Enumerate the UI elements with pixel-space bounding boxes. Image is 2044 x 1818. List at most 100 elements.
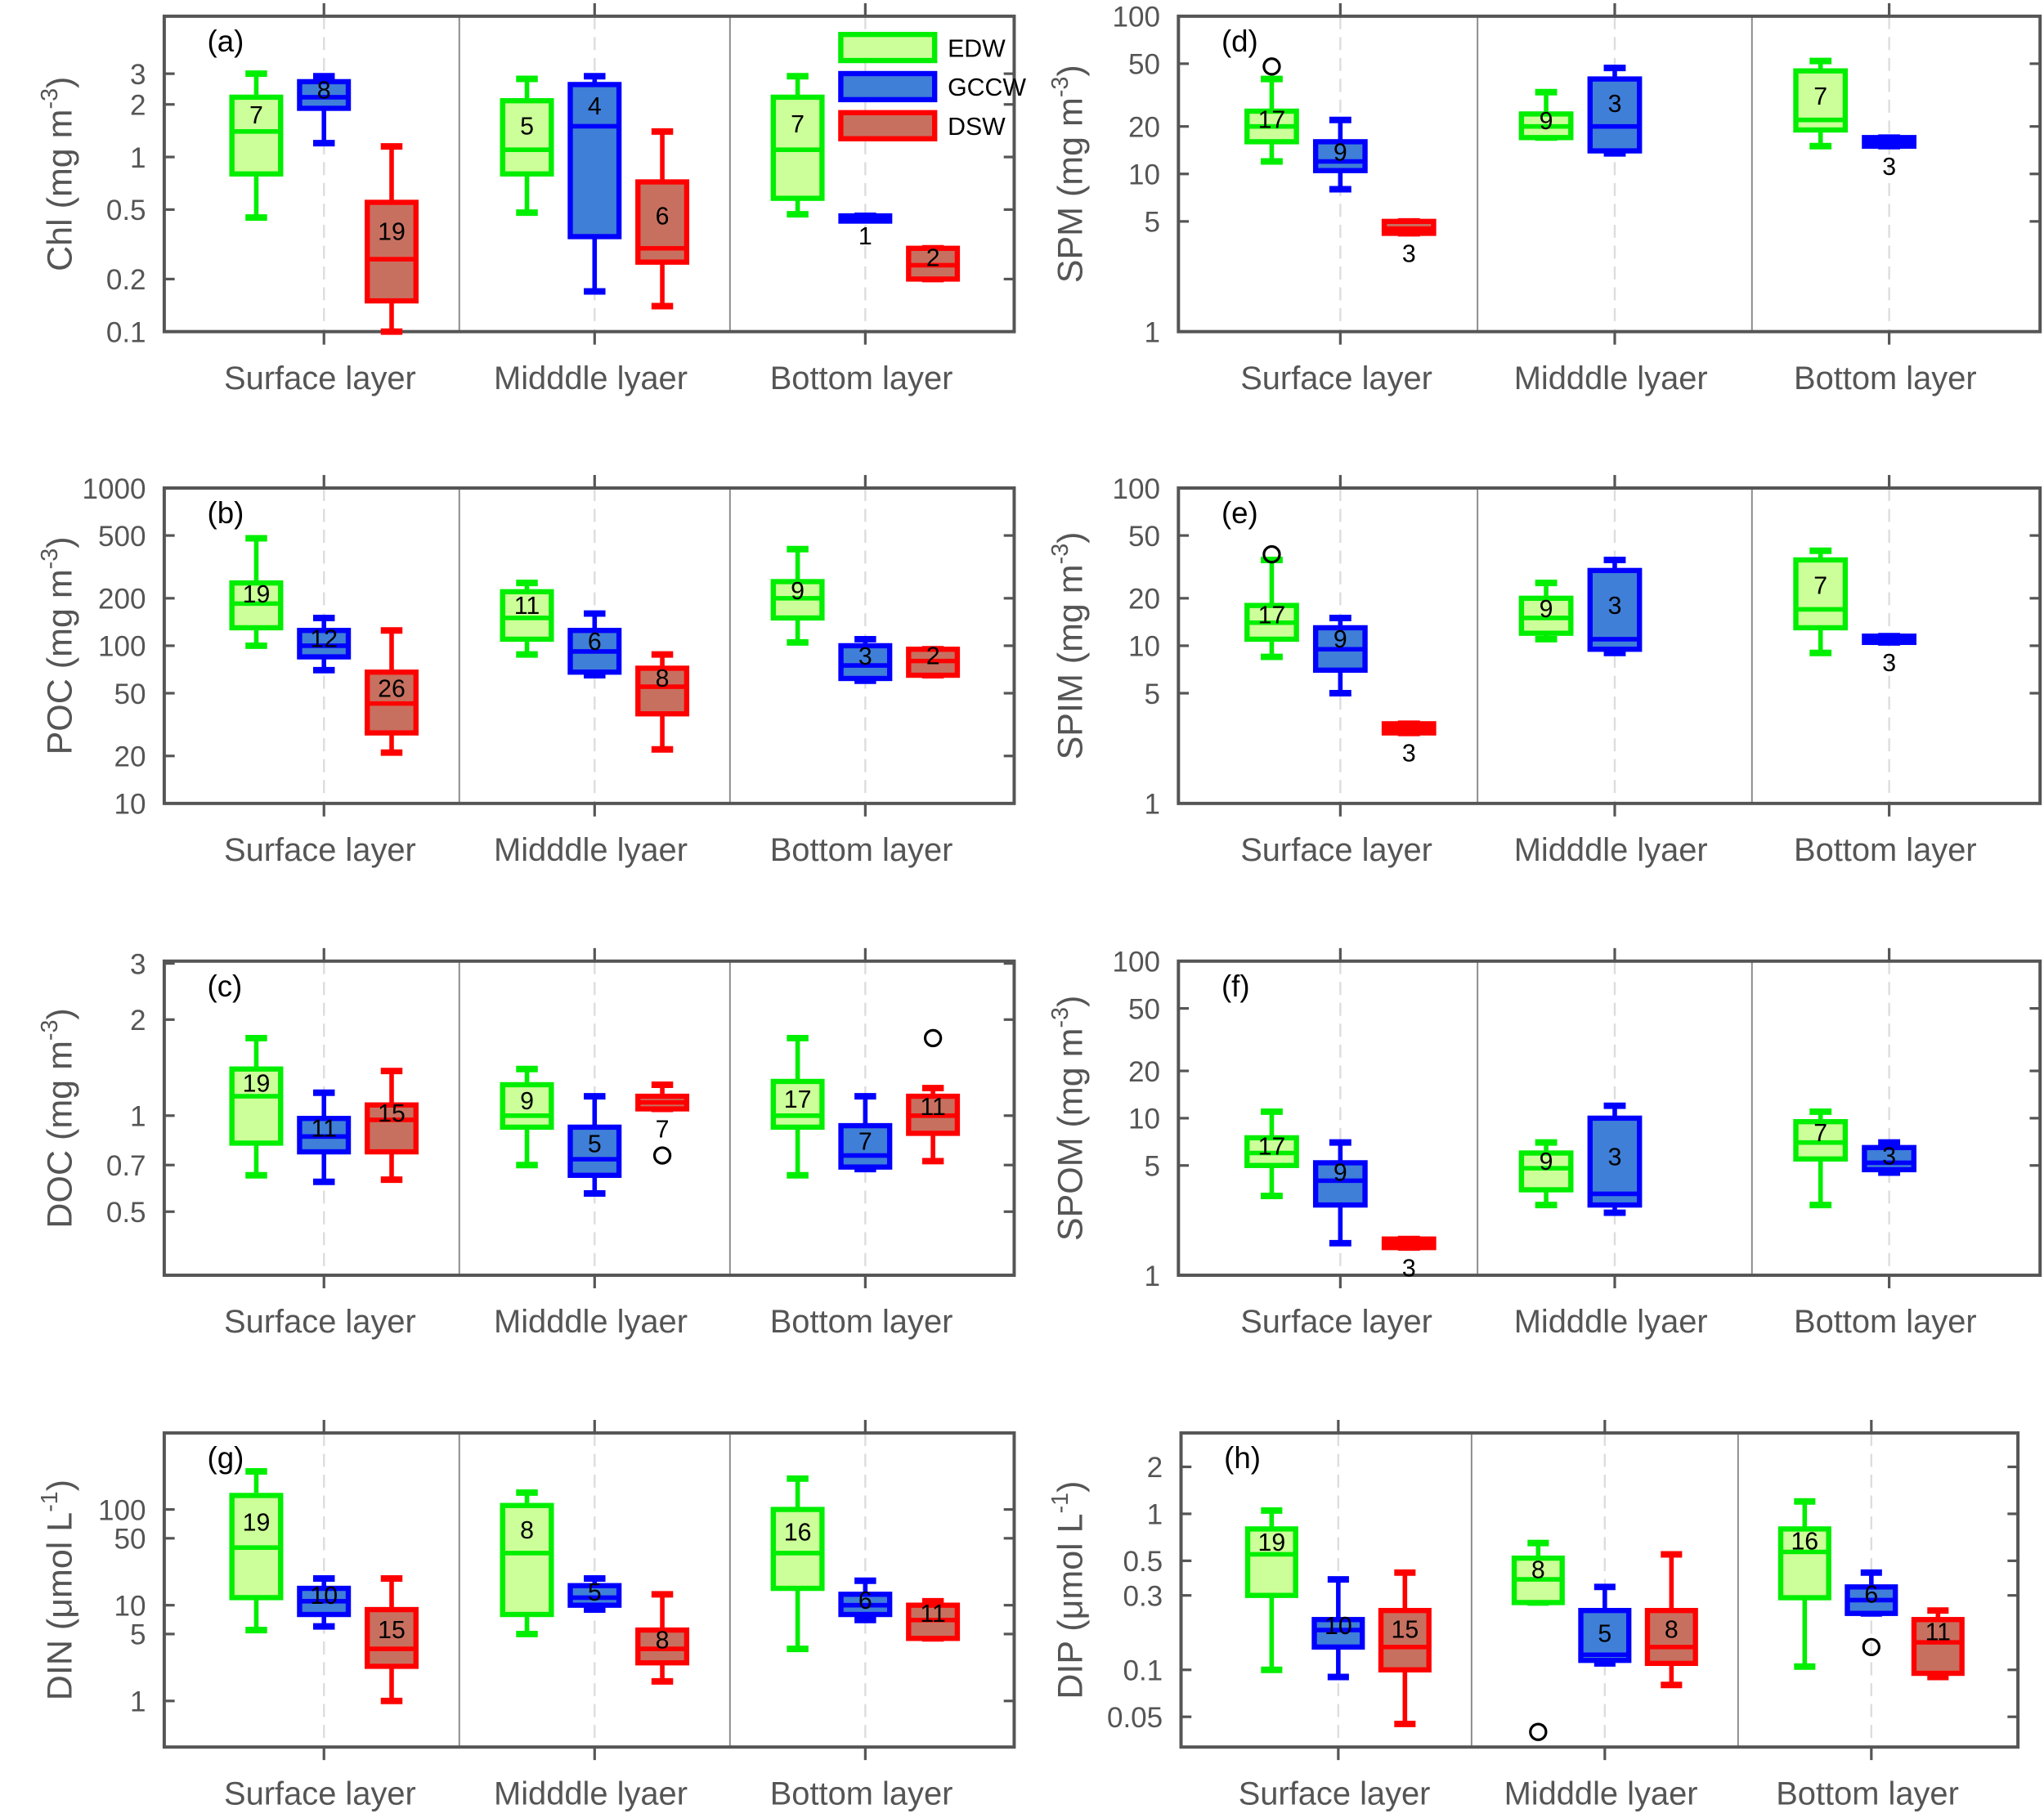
sample-count-label: 6 — [588, 629, 602, 656]
iqr-box — [1587, 76, 1643, 154]
iqr-box — [1911, 1617, 1965, 1677]
y-tick-label: 5 — [130, 1619, 146, 1651]
x-category-label: Bottom layer — [1794, 832, 1977, 868]
box-dsw-1: 3 — [1381, 217, 1437, 268]
x-category-label: Midddle lyaer — [494, 360, 688, 396]
box-edw-1: 19 — [1244, 1507, 1298, 1673]
box-gccw-1: 11 — [297, 1089, 352, 1185]
panel-letter: (a) — [208, 25, 244, 58]
y-axis-label-base: SPM (mg m — [1051, 97, 1090, 283]
box-edw-2: 9 — [1518, 88, 1574, 141]
legend-swatch-dsw — [838, 110, 938, 141]
legend-label-dsw: DSW — [948, 114, 1006, 141]
sample-count-label: 17 — [1258, 1133, 1286, 1160]
x-category-label: Bottom layer — [1776, 1775, 1959, 1811]
box-edw-3: 7 — [1793, 57, 1849, 150]
y-tick-label: 2 — [130, 90, 146, 122]
box-gccw-2: 5 — [567, 1575, 622, 1614]
y-tick-label: 0.5 — [1123, 1546, 1163, 1578]
y-tick-label: 20 — [1128, 584, 1160, 616]
sample-count-label: 10 — [310, 1583, 338, 1610]
sample-count-label: 9 — [791, 578, 805, 605]
x-category-label: Surface layer — [224, 1775, 416, 1811]
iqr-box — [1793, 557, 1849, 631]
y-tick-label: 3 — [130, 948, 146, 980]
y-axis-label-base: POC (mg m — [41, 569, 80, 755]
y-axis-label: SPOM (mg m-3) — [1047, 996, 1091, 1241]
sample-count-label: 7 — [1813, 1120, 1827, 1147]
box-dsw-2: 8 — [1644, 1551, 1698, 1689]
sample-count-label: 12 — [310, 626, 338, 653]
box-edw-1: 19 — [229, 535, 284, 649]
y-tick-label: 1 — [1144, 789, 1160, 821]
box-edw-3: 7 — [770, 73, 825, 218]
y-tick-label: 50 — [1128, 521, 1160, 553]
box-gccw-1: 9 — [1312, 116, 1368, 193]
sample-count-label: 19 — [243, 1071, 271, 1098]
y-tick-label: 20 — [1128, 111, 1160, 143]
iqr-box — [838, 643, 893, 682]
y-tick-label: 100 — [98, 1494, 146, 1526]
axes-frame — [162, 1431, 1016, 1749]
sample-count-label: 3 — [1608, 1144, 1622, 1171]
iqr-box — [635, 665, 690, 717]
sample-count-label: 9 — [1540, 1149, 1553, 1175]
box-edw-2: 8 — [1511, 1539, 1565, 1741]
iqr-box — [1312, 139, 1368, 173]
x-category-label: Surface layer — [224, 832, 416, 868]
y-tick-label: 5 — [1144, 678, 1160, 710]
box-gccw-1: 8 — [297, 73, 352, 147]
y-tick-label: 20 — [1128, 1056, 1160, 1088]
box-dsw-3: 2 — [906, 643, 961, 679]
sample-count-label: 7 — [656, 1117, 670, 1144]
box-dsw-1: 3 — [1381, 720, 1437, 768]
y-tick-label: 100 — [1112, 2, 1160, 34]
sample-count-label: 8 — [656, 1628, 670, 1655]
iqr-box — [770, 1507, 825, 1592]
y-axis-label-base: SPOM (mg m — [1051, 1028, 1090, 1242]
y-tick-label: 100 — [1112, 473, 1160, 505]
sample-count-label: 19 — [1258, 1529, 1286, 1556]
box-gccw-1: 9 — [1312, 1139, 1368, 1247]
sample-count-label: 8 — [317, 78, 331, 105]
y-tick-label: 1 — [130, 1686, 146, 1718]
y-tick-label: 0.1 — [106, 316, 146, 348]
iqr-box — [1378, 1607, 1432, 1672]
y-tick-label: 10 — [114, 1590, 146, 1622]
y-axis-label: POC (mg m-3) — [37, 536, 80, 755]
panel-d: 1 5 10 20 50 100 Surface layer Midddle lyaer Bot… — [1047, 2, 2042, 396]
sample-count-label: 9 — [1334, 1160, 1347, 1187]
iqr-box — [229, 1066, 284, 1146]
y-tick-label: 0.5 — [106, 1197, 146, 1229]
box-gccw-2: 3 — [1587, 556, 1643, 656]
y-tick-label: 0.5 — [106, 195, 146, 226]
y-tick-label: 5 — [1144, 207, 1160, 239]
sample-count-label: 9 — [520, 1088, 534, 1115]
y-axis-label-base: SPIM (mg m — [1051, 564, 1090, 759]
box-edw-1: 17 — [1244, 1108, 1299, 1199]
iqr-box — [500, 1081, 554, 1131]
y-axis-label-superscript: -3 — [1047, 77, 1074, 98]
y-axis-label-tail: ) — [1051, 531, 1090, 543]
iqr-box — [1587, 567, 1643, 652]
x-category-label: Bottom layer — [770, 832, 953, 868]
sample-count-label: 19 — [243, 581, 271, 608]
sample-count-label: 3 — [1608, 593, 1622, 620]
y-tick-label: 0.3 — [1123, 1580, 1163, 1612]
y-axis-label-tail: ) — [41, 1008, 80, 1019]
iqr-box — [1777, 1526, 1831, 1601]
iqr-box — [1518, 1150, 1574, 1193]
sample-count-label: 7 — [1813, 572, 1827, 599]
panel-letter: (e) — [1221, 496, 1258, 530]
y-axis-label-tail: ) — [41, 1480, 80, 1491]
sample-count-label: 7 — [1813, 83, 1827, 110]
box-edw-2: 9 — [500, 1065, 554, 1169]
sample-count-label: 5 — [588, 1131, 602, 1158]
y-axis-label-superscript: -3 — [1047, 1007, 1074, 1028]
box-gccw-1: 10 — [297, 1575, 352, 1630]
sample-count-label: 7 — [858, 1128, 872, 1155]
sample-count-label: 17 — [784, 1086, 812, 1113]
box-dsw-1: 26 — [365, 627, 419, 756]
outlier-point — [1262, 57, 1281, 76]
